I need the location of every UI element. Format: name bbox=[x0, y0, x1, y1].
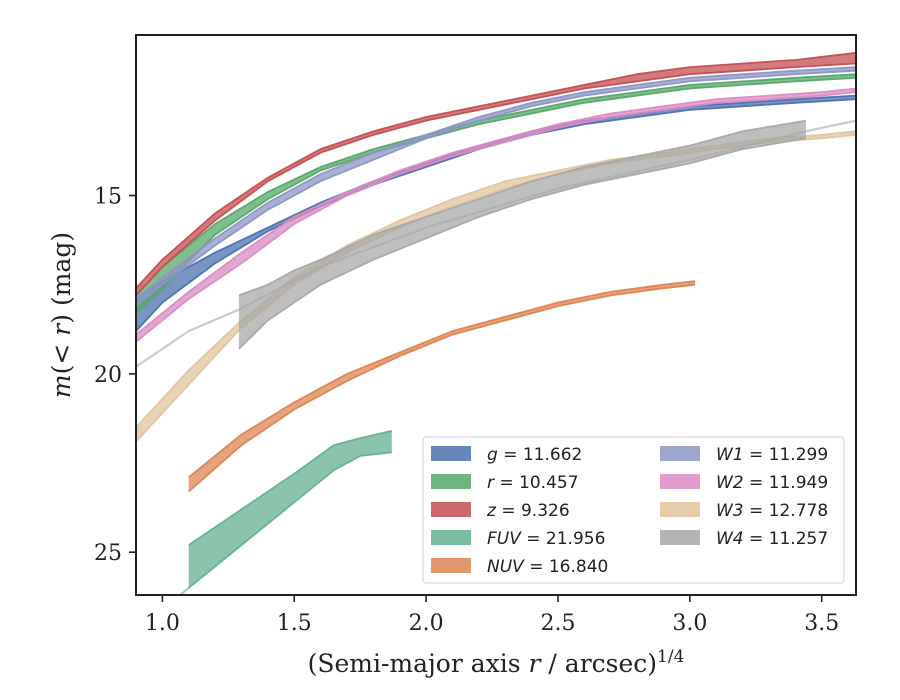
legend-label: W4 = 11.257 bbox=[716, 529, 828, 549]
x-tick-label: 2.0 bbox=[409, 611, 444, 636]
legend-label: FUV = 21.956 bbox=[487, 529, 605, 549]
legend-item-g: g = 11.662 bbox=[431, 445, 582, 465]
x-tick-label: 1.0 bbox=[145, 611, 180, 636]
legend-swatch bbox=[431, 446, 471, 461]
y-tick-label: 15 bbox=[94, 185, 122, 210]
x-axis-ticks: 1.0 1.5 2.0 2.5 3.0 3.5 bbox=[145, 595, 839, 636]
legend-swatch bbox=[660, 502, 700, 517]
series-fuv bbox=[178, 430, 392, 595]
series-w1 bbox=[136, 66, 856, 307]
series-w3 bbox=[136, 130, 856, 443]
legend-swatch bbox=[431, 474, 471, 489]
legend-item-nuv: NUV = 16.840 bbox=[431, 557, 608, 577]
legend-label: NUV = 16.840 bbox=[487, 557, 608, 577]
legend-label: z = 9.326 bbox=[486, 501, 570, 521]
x-tick-label: 2.5 bbox=[540, 611, 575, 636]
series-w4-upper-edge bbox=[238, 119, 807, 297]
legend-label: W3 = 12.778 bbox=[716, 501, 828, 521]
y-axis-title: m(< r) (mag) bbox=[47, 232, 76, 398]
series-w2 bbox=[136, 87, 856, 343]
series-w1-upper-edge bbox=[136, 69, 856, 307]
series-w4 bbox=[136, 119, 856, 368]
svg-text:(Semi-major axis r / arcsec)1/: (Semi-major axis r / arcsec)1/4 bbox=[308, 647, 685, 678]
plot-frame bbox=[135, 34, 857, 596]
series-z-upper-edge bbox=[136, 62, 856, 297]
plot-marks bbox=[136, 51, 856, 595]
legend-label: W2 = 11.949 bbox=[716, 473, 828, 493]
legend-label: W1 = 11.299 bbox=[716, 445, 828, 465]
y-axis-ticks: 15 20 25 bbox=[94, 185, 136, 566]
legend-label: r = 10.457 bbox=[487, 473, 579, 493]
series-nuv-upper-edge bbox=[188, 280, 696, 478]
series-w3-upper-edge bbox=[136, 130, 856, 429]
x-tick-label: 3.5 bbox=[804, 611, 839, 636]
series-nuv bbox=[188, 280, 696, 493]
y-tick-label: 25 bbox=[94, 541, 122, 566]
legend-item-w1: W1 = 11.299 bbox=[660, 445, 828, 465]
legend-swatch bbox=[660, 474, 700, 489]
legend-item-w4: W4 = 11.257 bbox=[660, 529, 828, 549]
legend-item-w3: W3 = 12.778 bbox=[660, 501, 828, 521]
series-fuv-upper-edge bbox=[188, 430, 392, 546]
legend-item-z: z = 9.326 bbox=[431, 501, 570, 521]
x-tick-label: 3.0 bbox=[672, 611, 707, 636]
series-w1-band bbox=[136, 67, 856, 307]
series-z-lower-edge bbox=[136, 51, 856, 289]
series-w3-band bbox=[136, 131, 856, 442]
series-w3-lower-edge bbox=[136, 134, 856, 443]
legend-item-w2: W2 = 11.949 bbox=[660, 473, 828, 493]
x-axis-title: (Semi-major axis r / arcsec)1/4 bbox=[308, 647, 685, 678]
legend-swatch bbox=[431, 502, 471, 517]
legend-swatch bbox=[660, 446, 700, 461]
series-nuv-lower-edge bbox=[188, 283, 696, 493]
legend: g = 11.662 r = 10.457 z = 9.326 FUV = 21.95… bbox=[422, 436, 845, 584]
series-w2-lower-edge bbox=[136, 87, 856, 336]
series-r-upper-edge bbox=[136, 76, 856, 314]
x-tick-label: 1.5 bbox=[277, 611, 312, 636]
series-w1-lower-edge bbox=[136, 66, 856, 300]
series-w4-lower-edge bbox=[238, 137, 807, 350]
legend-swatch bbox=[431, 558, 471, 573]
svg-text:m(< r) (mag): m(< r) (mag) bbox=[47, 232, 76, 398]
series-z bbox=[136, 51, 856, 297]
legend-item-fuv: FUV = 21.956 bbox=[431, 529, 605, 549]
legend-item-r: r = 10.457 bbox=[431, 473, 579, 493]
series-w2-upper-edge bbox=[136, 91, 856, 343]
series-fuv-tail-line bbox=[178, 587, 190, 595]
series-w4-band bbox=[238, 120, 806, 349]
legend-box bbox=[422, 436, 845, 584]
legend-swatch bbox=[660, 530, 700, 545]
y-tick-label: 20 bbox=[94, 363, 122, 388]
legend-label: g = 11.662 bbox=[487, 445, 582, 465]
series-fuv-lower-edge bbox=[188, 451, 392, 589]
series-fuv-band bbox=[188, 430, 392, 588]
legend-swatch bbox=[431, 530, 471, 545]
